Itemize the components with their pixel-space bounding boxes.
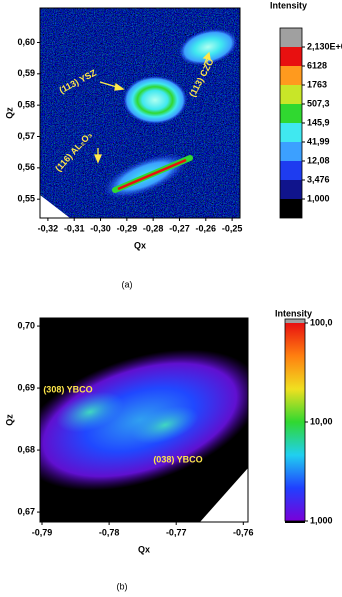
y-tick-label: 0,67	[17, 506, 35, 516]
colorbar-tick-label: 3,476	[307, 174, 330, 184]
colorbar-tick-label: 1,000	[307, 193, 330, 203]
x-tick-label: -0,27	[169, 223, 190, 233]
colorbar-band	[280, 103, 302, 124]
colorbar-cap	[285, 319, 305, 323]
colorbar-tick-label: 100,0	[310, 317, 333, 327]
y-tick-label: 0,56	[17, 162, 35, 172]
colorbar-tick-label: 41,99	[307, 136, 330, 146]
colorbar-tick-label: 1763	[307, 79, 327, 89]
x-tick-label: -0,76	[233, 527, 254, 537]
colorbar-frame	[284, 318, 306, 522]
y-tick-label: 0,60	[17, 37, 35, 47]
colorbar-band	[280, 123, 302, 143]
x-tick-label: -0,26	[196, 223, 217, 233]
x-axis-label: Qx	[134, 240, 146, 250]
colorbar-band	[280, 161, 302, 180]
panel-label: (b)	[117, 581, 128, 591]
colorbar-title: Intensity	[275, 308, 312, 318]
colorbar-gradient	[285, 323, 305, 521]
x-tick-label: -0,32	[38, 223, 59, 233]
colorbar-foot	[285, 521, 305, 523]
colorbar-tick-label: 2,130E+04	[307, 41, 342, 51]
y-tick-label: 0,58	[17, 100, 35, 110]
x-tick-label: -0,28	[143, 223, 164, 233]
panel-label: (a)	[122, 279, 133, 289]
colorbar-band	[280, 47, 302, 67]
y-tick-label: 0,68	[17, 444, 35, 454]
x-axis-label: Qx	[138, 544, 150, 554]
x-tick-label: -0,77	[166, 527, 187, 537]
heatmap-image	[40, 8, 240, 218]
x-tick-label: -0,25	[222, 223, 243, 233]
y-axis-label: Qz	[4, 107, 14, 119]
y-tick-label: 0,55	[17, 194, 35, 204]
colorbar-band	[280, 28, 302, 48]
colorbar-tick-label: 6128	[307, 60, 327, 70]
colorbar-tick-label: 145,9	[307, 117, 330, 127]
y-tick-label: 0,69	[17, 382, 35, 392]
colorbar-tick-label: 10,00	[310, 416, 333, 426]
plot-frame	[39, 317, 249, 523]
x-tick-label: -0,30	[90, 223, 111, 233]
colorbar-band	[280, 179, 302, 199]
plot-frame	[39, 7, 241, 219]
x-tick-label: -0,79	[32, 527, 53, 537]
annotation: (038) YBCO	[153, 454, 202, 464]
annotation-arrows	[94, 51, 211, 164]
x-tick-label: -0,78	[99, 527, 120, 537]
colorbar-band	[280, 66, 302, 86]
heatmap-image	[40, 318, 248, 522]
colorbar-tick-label: 1,000	[310, 515, 333, 525]
colorbar-tick-label: 12,08	[307, 155, 330, 165]
x-tick-label: -0,29	[117, 223, 138, 233]
annotation: (308) YBCO	[43, 384, 92, 394]
y-tick-label: 0,59	[17, 68, 35, 78]
colorbar-title: Intensity	[270, 0, 307, 10]
y-axis-label: Qz	[4, 414, 14, 426]
colorbar-band	[280, 198, 302, 218]
colorbar-band	[280, 142, 302, 162]
x-tick-label: -0,31	[64, 223, 85, 233]
colorbar-band	[280, 85, 302, 104]
colorbar-tick-label: 507,3	[307, 98, 330, 108]
y-tick-label: 0,57	[17, 131, 35, 141]
y-tick-label: 0,70	[17, 320, 35, 330]
